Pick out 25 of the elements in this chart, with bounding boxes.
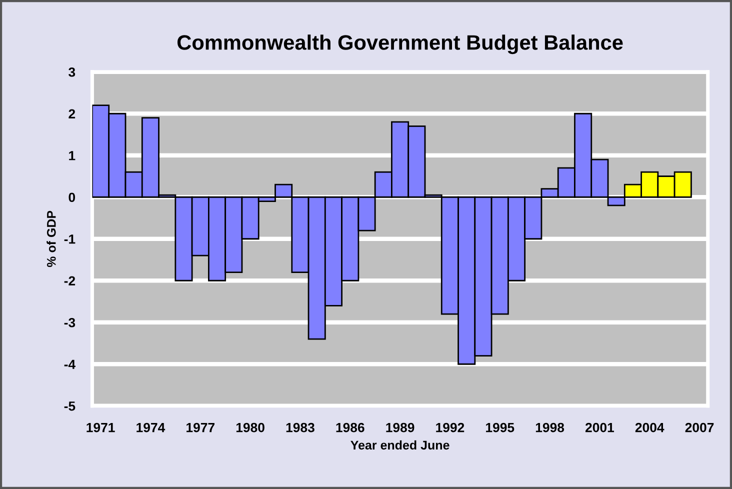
y-tick-label: 3 (68, 67, 76, 77)
y-tick-label: -2 (64, 276, 76, 286)
x-tick-label: 1980 (236, 422, 264, 432)
chart-title: Commonwealth Government Budget Balance (177, 34, 623, 54)
y-tick-label: -5 (64, 402, 76, 411)
x-tick-label: 1983 (286, 422, 314, 432)
y-tick-label: -1 (64, 234, 76, 244)
y-tick-label: -4 (64, 360, 76, 369)
x-tick-label: 1986 (336, 422, 364, 432)
x-axis-title: Year ended June (350, 440, 450, 450)
y-axis-title: % of GDP (46, 210, 56, 268)
x-tick-label: 1977 (186, 422, 214, 432)
x-tick-label: 1989 (386, 422, 414, 432)
y-tick-label: 1 (69, 151, 76, 160)
x-tick-label: 2001 (585, 422, 614, 432)
y-tick-label: 0 (68, 192, 76, 202)
x-tick-label: 1974 (136, 422, 166, 432)
x-tick-label: 1998 (536, 422, 564, 432)
x-tick-label: 1992 (436, 422, 464, 432)
y-tick-label: 2 (68, 109, 76, 118)
x-tick-label: 1971 (86, 422, 115, 432)
x-tick-label: 2007 (685, 422, 714, 432)
x-tick-label: 1995 (486, 422, 514, 432)
x-tick-label: 2004 (635, 422, 664, 432)
y-tick-label: -3 (64, 318, 76, 328)
